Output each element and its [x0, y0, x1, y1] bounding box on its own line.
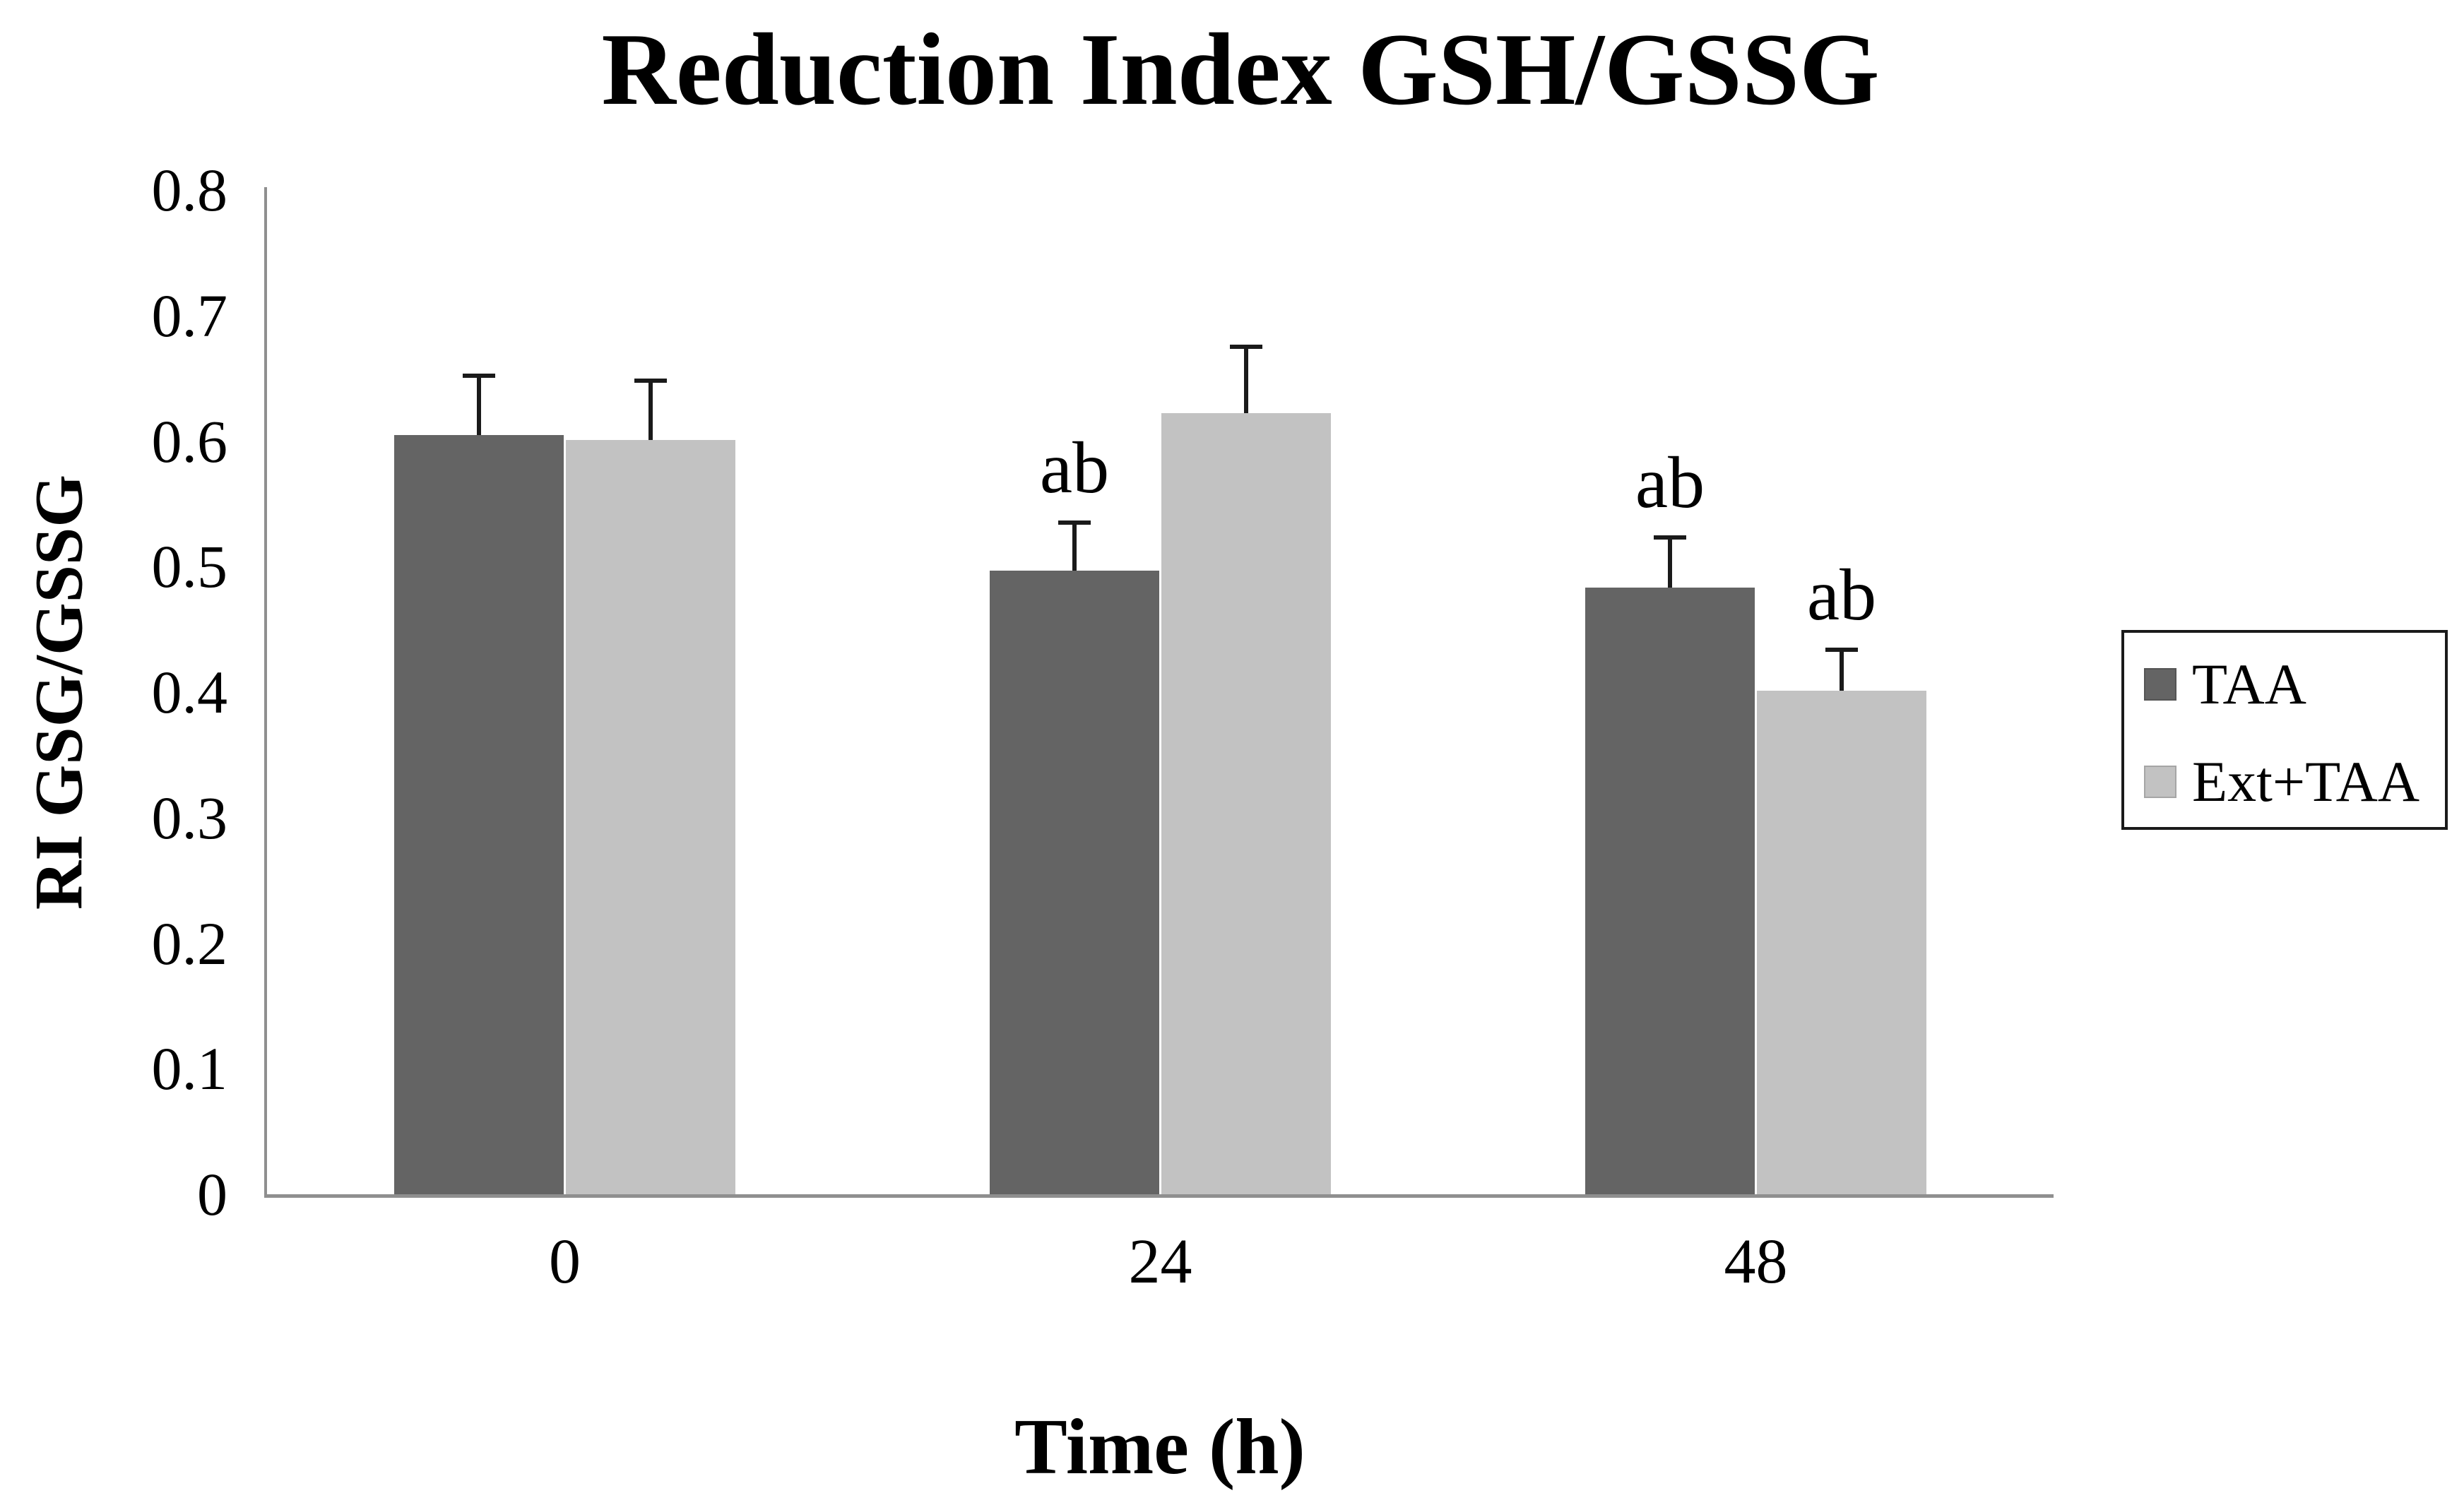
error-bar-cap [1230, 345, 1262, 350]
legend-label: Ext+TAA [2192, 749, 2420, 814]
y-tick-label: 0.1 [151, 1035, 228, 1103]
bar-ext-taa-0h [566, 439, 735, 1194]
significance-label: ab [1806, 554, 1877, 636]
error-bar-cap [1825, 647, 1858, 652]
y-tick-label: 0.7 [151, 281, 228, 350]
bar-ext-taa-48h [1757, 691, 1926, 1194]
x-axis-label: Time (h) [1014, 1403, 1305, 1491]
y-tick-label: 0.5 [151, 533, 228, 601]
x-tick-label: 48 [1724, 1227, 1788, 1297]
significance-label: ab [1039, 427, 1110, 509]
x-tick-label: 0 [549, 1227, 581, 1297]
legend-entry-ext-taa: Ext+TAA [2144, 753, 2444, 811]
x-axis-line [264, 1194, 2054, 1198]
y-axis-label: RI GSG/GSSG [20, 474, 97, 910]
error-bar-cap [1058, 520, 1091, 525]
error-bar-stem [648, 381, 653, 440]
y-axis-line [264, 187, 267, 1197]
x-tick-label: 24 [1128, 1227, 1192, 1297]
y-tick-label: 0.2 [151, 909, 228, 977]
legend-swatch-ext-taa [2144, 766, 2176, 798]
error-bar-cap [1654, 535, 1686, 540]
bar-taa-24h [990, 570, 1159, 1194]
legend: TAA Ext+TAA [2121, 630, 2448, 830]
y-tick-label: 0.3 [151, 783, 228, 852]
bar-ext-taa-24h [1161, 413, 1331, 1194]
bar-taa-0h [394, 434, 564, 1194]
y-tick-label: 0 [197, 1160, 227, 1228]
error-bar-stem [1244, 347, 1248, 414]
error-bar-stem [1668, 537, 1672, 588]
y-tick-label: 0.6 [151, 407, 228, 475]
significance-label: ab [1635, 442, 1705, 524]
legend-entry-taa: TAA [2144, 655, 2444, 713]
legend-swatch-taa [2144, 668, 2176, 701]
error-bar-stem [1840, 649, 1844, 691]
bar-taa-48h [1585, 588, 1755, 1194]
y-tick-label: 0.4 [151, 658, 228, 726]
y-tick-label: 0.8 [151, 156, 228, 224]
chart-title: Reduction Index GSH/GSSG [601, 12, 1880, 126]
error-bar-stem [477, 376, 481, 435]
error-bar-stem [1072, 523, 1077, 571]
error-bar-cap [463, 374, 495, 379]
error-bar-cap [634, 379, 667, 383]
legend-label: TAA [2192, 652, 2306, 716]
